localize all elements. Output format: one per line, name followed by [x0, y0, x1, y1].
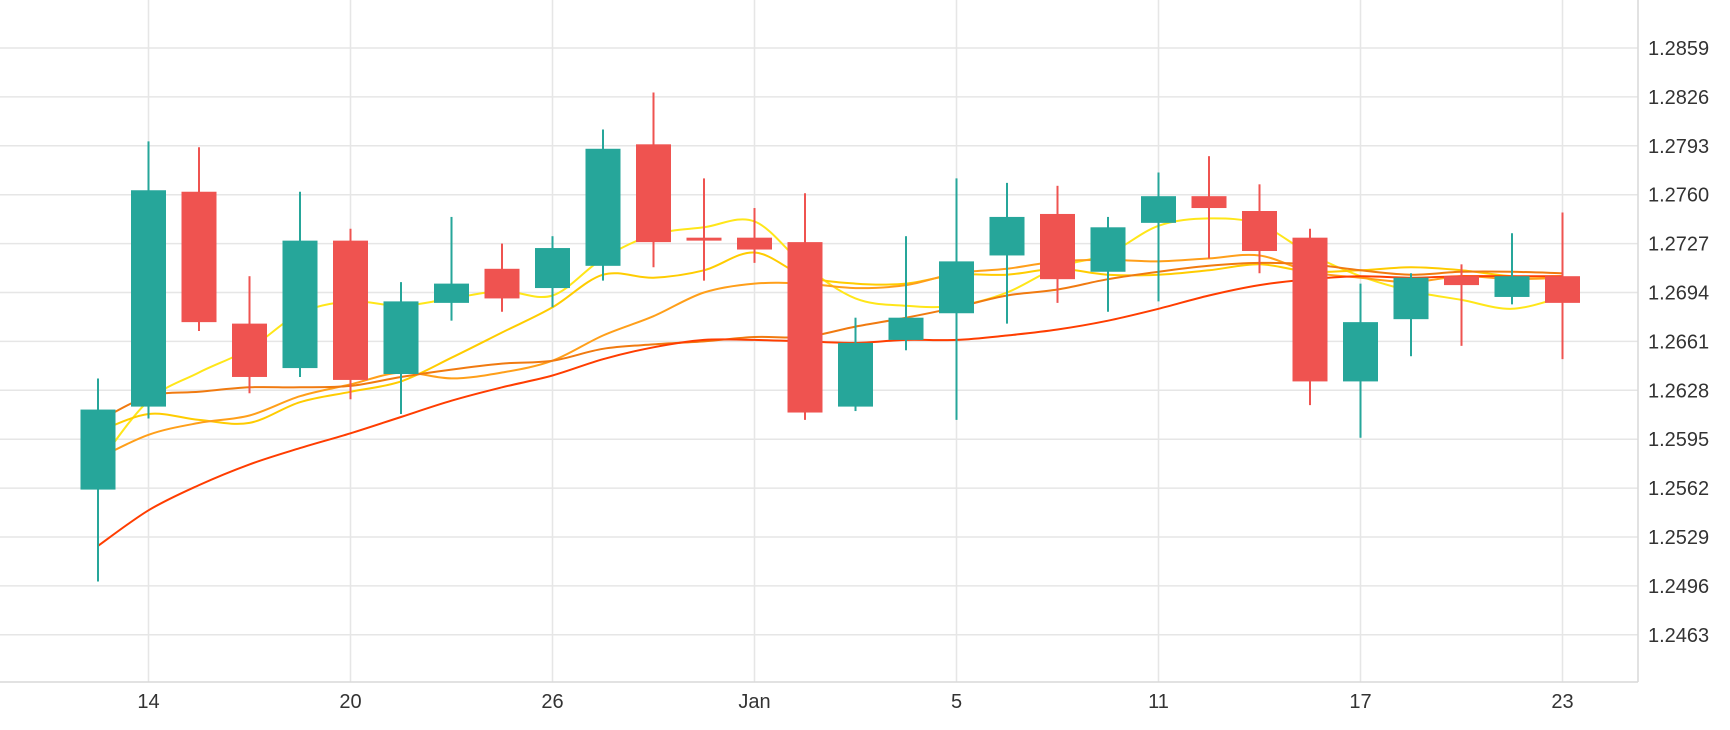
x-tick-label: 5: [951, 691, 962, 713]
candle-body: [939, 261, 974, 314]
x-tick-label: 23: [1551, 691, 1573, 713]
candle-body: [787, 242, 823, 413]
candle: [535, 236, 570, 308]
candle-body: [484, 268, 520, 299]
x-tick-label: Jan: [738, 691, 770, 713]
candle-body: [333, 240, 368, 380]
candle-body: [636, 144, 671, 243]
moving-average-line-5: [97, 275, 1563, 547]
candle: [1343, 283, 1378, 438]
candle-body: [1545, 276, 1580, 303]
y-tick-label: 1.2859: [1648, 38, 1709, 60]
y-tick-label: 1.2760: [1648, 185, 1709, 207]
candle: [737, 208, 772, 263]
candle: [888, 236, 924, 351]
candle: [333, 228, 368, 400]
candle-body: [838, 342, 873, 407]
candle: [585, 129, 621, 281]
candle: [1242, 184, 1277, 274]
candle-body: [181, 191, 217, 323]
y-tick-label: 1.2793: [1648, 136, 1709, 158]
candle-body: [1343, 322, 1378, 382]
candle: [232, 276, 267, 394]
candle-body: [585, 148, 621, 266]
candle: [1191, 156, 1227, 259]
candles: [80, 92, 1580, 582]
x-tick-label: 11: [1148, 691, 1169, 713]
candle: [80, 378, 116, 582]
candle: [383, 282, 419, 415]
candle-body: [434, 283, 469, 303]
candle: [484, 243, 520, 312]
y-tick-label: 1.2562: [1648, 478, 1709, 500]
candle: [434, 216, 469, 321]
candle-body: [686, 237, 722, 241]
candle: [939, 178, 974, 420]
x-tick-label: 26: [541, 691, 563, 713]
candle: [1494, 233, 1530, 305]
candle: [1141, 172, 1176, 302]
candle-body: [1393, 277, 1429, 320]
candle-body: [1444, 276, 1479, 286]
y-tick-label: 1.2661: [1648, 331, 1709, 353]
candle: [1545, 212, 1580, 360]
candle-body: [232, 323, 267, 377]
candle: [989, 182, 1025, 324]
candle-body: [535, 248, 570, 289]
candle-body: [80, 409, 116, 490]
candle: [686, 178, 722, 281]
moving-average-lines: [97, 217, 1563, 547]
axes: 1.2859 1.2826 1.2793 1.2760 1.2727 1.2694 1.26…: [0, 0, 1709, 713]
candle-body: [131, 190, 166, 407]
y-tick-label: 1.2694: [1648, 283, 1709, 305]
candle: [787, 193, 823, 420]
candle: [1090, 216, 1126, 312]
candle-body: [282, 240, 318, 369]
candle: [636, 92, 671, 268]
candle: [1393, 273, 1429, 357]
y-tick-label: 1.2727: [1648, 234, 1709, 256]
moving-average-line-3: [97, 253, 1563, 460]
candle-body: [1191, 196, 1227, 209]
candle-body: [1292, 237, 1328, 382]
y-tick-label: 1.2496: [1648, 576, 1709, 598]
candle-body: [1090, 227, 1126, 272]
candle: [1040, 185, 1075, 303]
x-tick-label: 20: [339, 691, 361, 713]
candle: [131, 141, 166, 419]
candle: [181, 147, 217, 332]
candle-body: [1494, 276, 1530, 297]
candle: [1292, 228, 1328, 406]
candle-body: [1141, 196, 1176, 223]
candle-body: [383, 301, 419, 374]
y-tick-label: 1.2595: [1648, 429, 1709, 451]
x-tick-label: 14: [137, 691, 159, 713]
candle: [1444, 264, 1479, 346]
candle-body: [888, 317, 924, 340]
y-tick-label: 1.2826: [1648, 87, 1709, 109]
candle-body: [1242, 211, 1277, 252]
y-tick-label: 1.2628: [1648, 380, 1709, 402]
y-tick-label: 1.2529: [1648, 527, 1709, 549]
y-tick-label: 1.2463: [1648, 625, 1709, 647]
candle: [282, 191, 318, 377]
candle-body: [1040, 213, 1075, 280]
candle-body: [989, 216, 1025, 256]
candle-body: [737, 237, 772, 250]
x-tick-label: 17: [1349, 691, 1371, 713]
candle: [838, 317, 873, 412]
